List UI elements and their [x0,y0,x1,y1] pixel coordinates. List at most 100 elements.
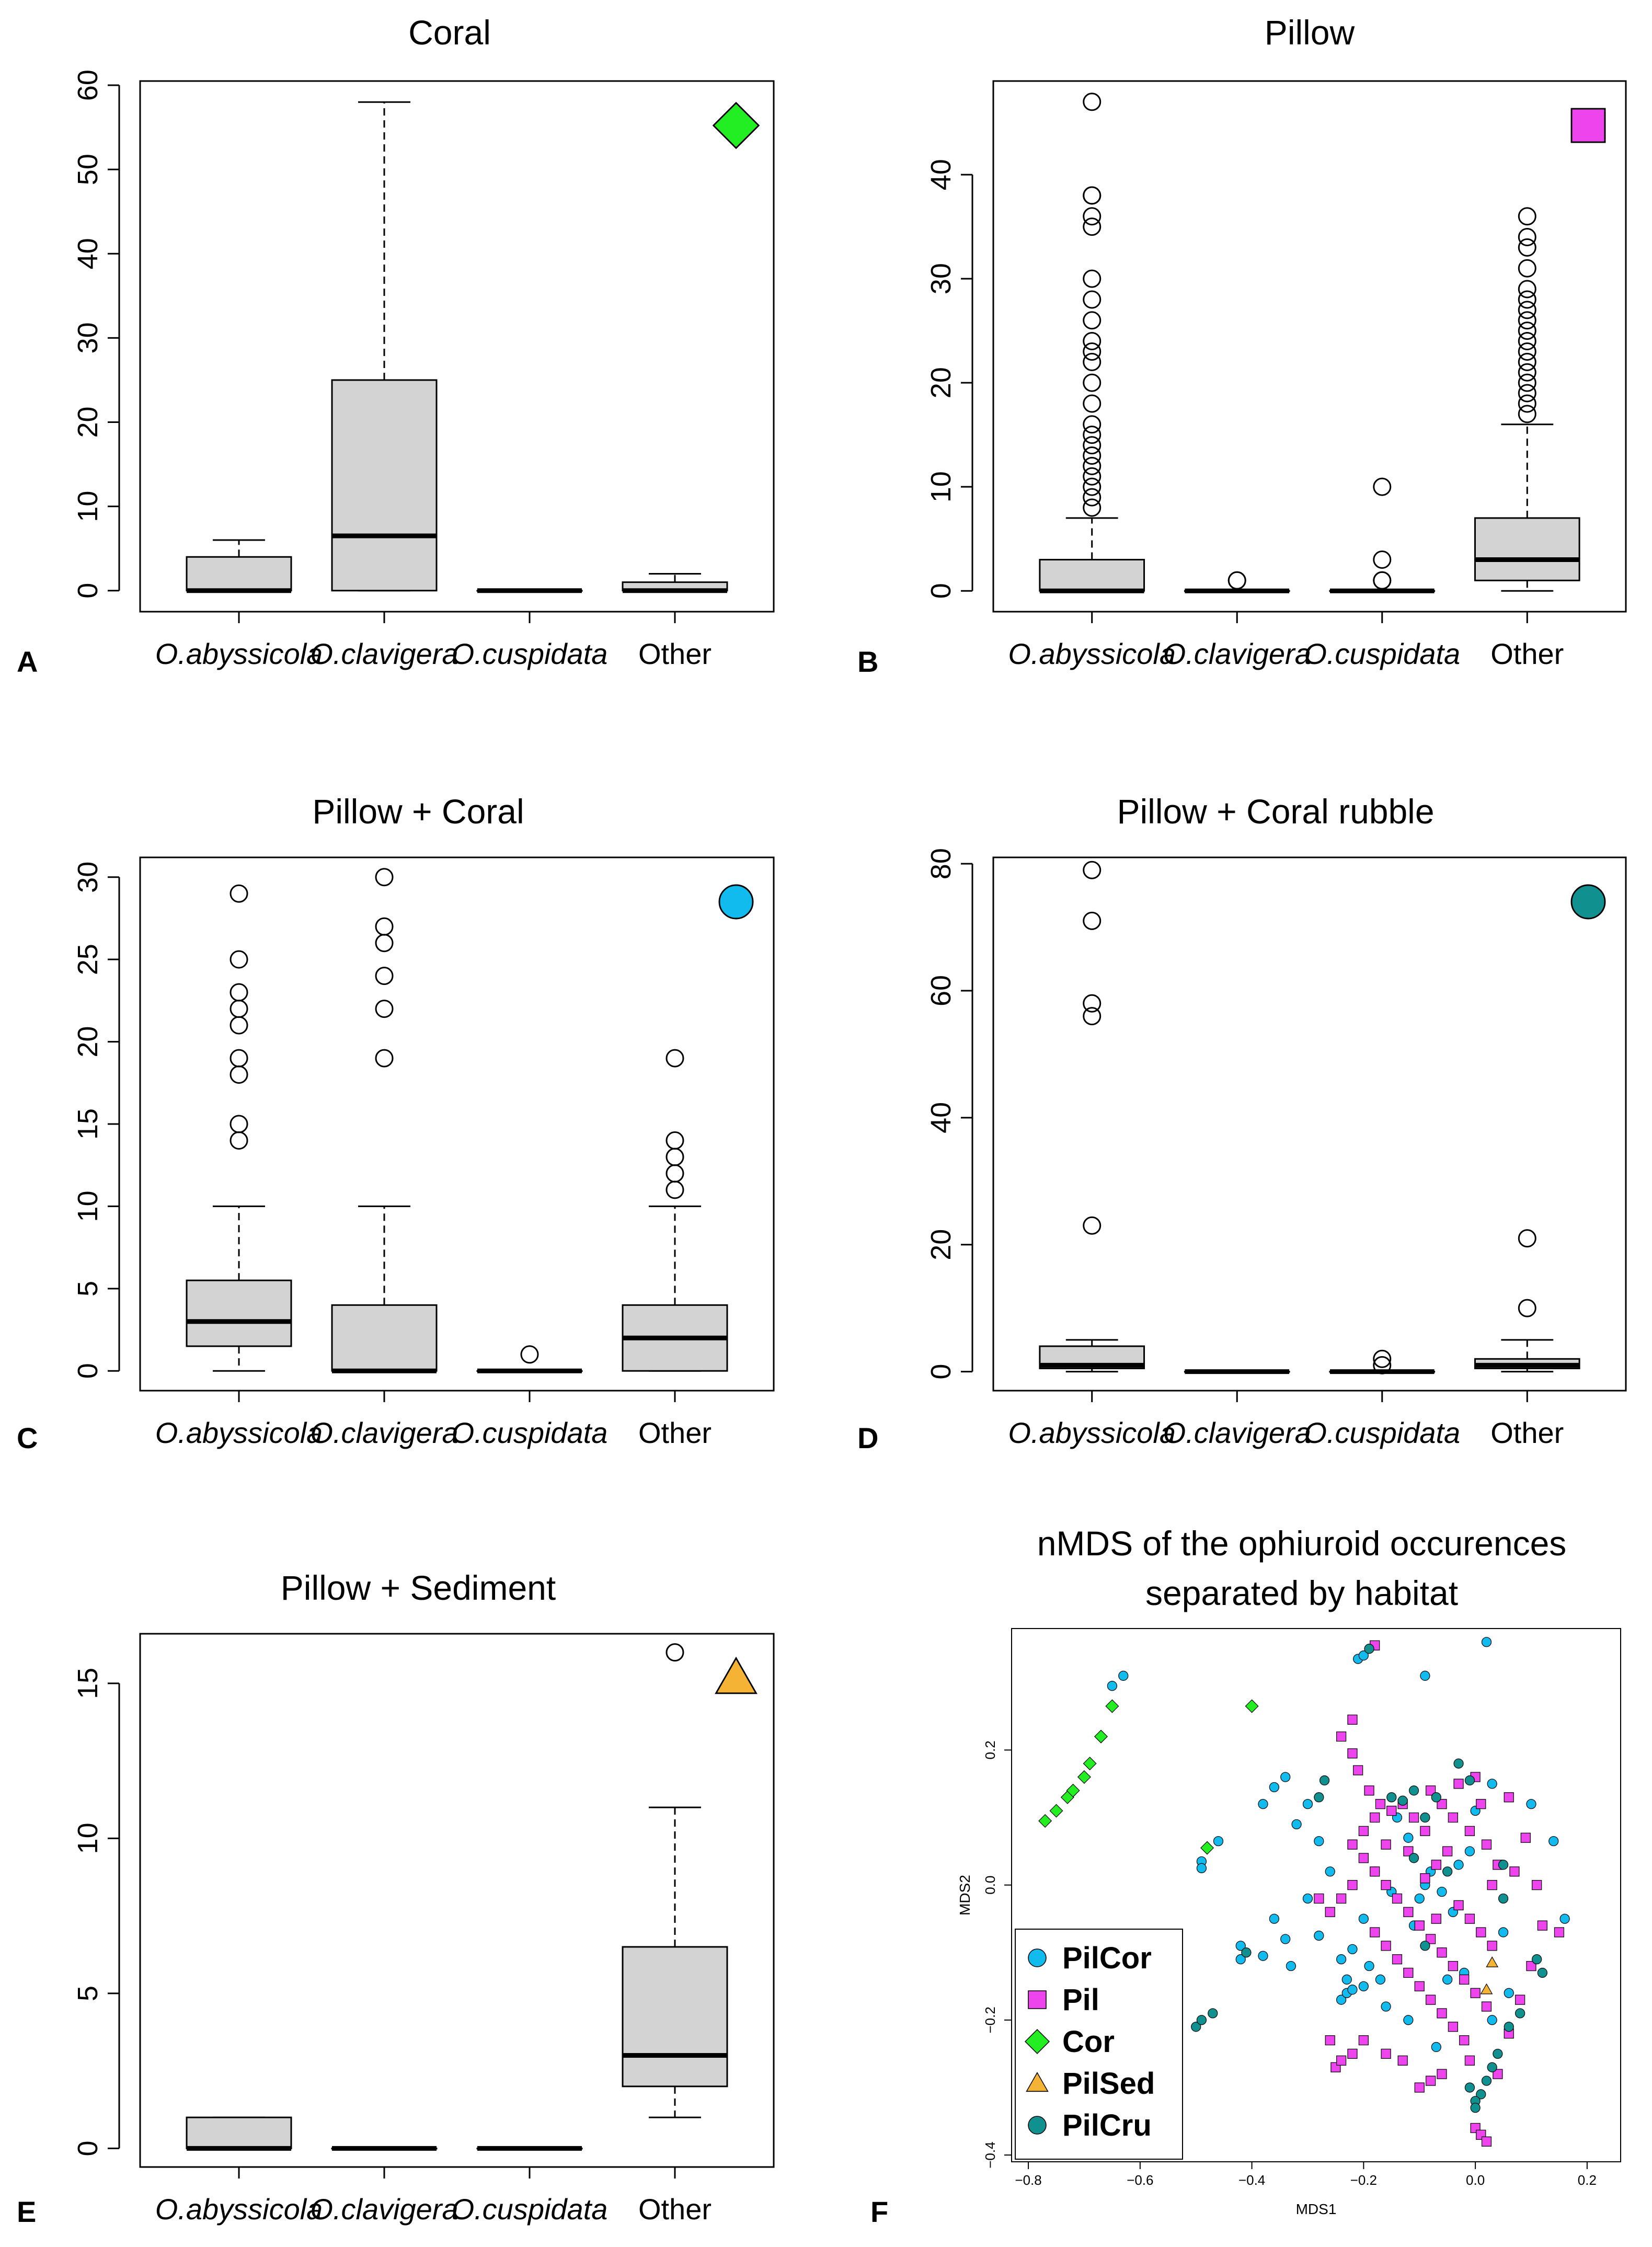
point-pil [1426,1934,1436,1944]
point-pilcor [1213,1836,1224,1847]
point-pilcru [1364,1644,1374,1654]
point-pilcru [1442,1866,1453,1877]
point-pil [1364,1785,1374,1796]
point-pilcru [1515,2008,1525,2019]
point-pil [1509,1866,1520,1877]
point-pil [1487,1941,1497,1951]
point-pil [1414,1981,1425,1991]
point-pilcor [1347,1944,1358,1954]
x-axis-label: MDS1 [1296,2201,1337,2217]
y-tick-label: 30 [72,322,104,353]
box [331,1304,438,1372]
point-pil [1442,1846,1453,1856]
point-pil [1347,2048,1358,2059]
panel-label-b: B [857,645,878,678]
y-tick-label: 60 [925,975,957,1006]
outlier-point [1083,93,1102,111]
point-pil [1476,1799,1486,1809]
y-tick-label: 60 [72,70,104,101]
point-pil [1493,2069,1503,2079]
point-pilcor [1302,1893,1313,1904]
panel-label-e: E [17,2195,36,2228]
x-tick-label: Other [1490,637,1564,670]
outlier-point [230,983,248,1002]
habitat-marker-diamond [712,101,760,150]
outlier-point [1518,322,1536,340]
plot-frame [139,856,775,1392]
point-pil [1459,1974,1470,1985]
point-pilcor [1314,1836,1324,1847]
point-pilcor [1403,2015,1414,2025]
point-pilcru [1464,1775,1475,1786]
outlier-point [1083,415,1102,434]
y-tick-label: 25 [72,944,104,975]
x-tick-label: 0.0 [1466,2172,1485,2188]
point-pilcru [1314,1792,1324,1803]
outlier-point [1518,1229,1536,1248]
point-pil [1554,1927,1565,1938]
y-tick-label: 40 [925,159,957,190]
outlier-point [1083,311,1102,330]
chart-title: Pillow + Coral rubble [1117,792,1434,831]
x-tick-label: O.clavigera [1163,637,1311,670]
x-tick-label: O.cuspidata [452,1416,608,1449]
outlier-point [1518,394,1536,413]
y-tick-label: 15 [72,1668,104,1699]
point-pil [1347,1880,1358,1890]
x-tick-label: O.cuspidata [1304,1416,1460,1449]
point-pilcor [1336,1954,1347,1965]
point-pil [1386,1806,1397,1816]
point-pilcor [1526,1799,1536,1809]
legend-label-pilsed: PilSed [1062,2067,1155,2101]
outlier-point [1373,477,1392,496]
y-tick-label: 0 [925,1364,957,1380]
y-tick-label: 40 [925,1102,957,1133]
point-pilcor [1258,1799,1268,1809]
y-tick-label: 5 [72,1281,104,1297]
y-tick-label: 20 [925,367,957,398]
point-pil [1431,1913,1441,1924]
panel-e: Pillow + Sediment 0 5 10 15 O.abyssicolaO.cla… [72,1568,775,2226]
box [186,1279,292,1347]
point-pil [1448,1961,1458,1971]
point-pilcor [1336,1994,1347,2005]
outlier-point [1083,290,1102,309]
y-tick-label: 20 [72,406,104,438]
point-pil [1403,1846,1414,1856]
plot-frame [139,80,775,613]
outlier-point [375,967,394,985]
point-pilcru [1408,1853,1419,1863]
y-tick-label: 20 [72,1026,104,1058]
outlier-point [1373,1356,1392,1374]
point-pil [1481,2136,1492,2147]
point-pilcor [1420,1670,1430,1681]
y-tick-label: 0 [72,1363,104,1379]
point-pilcru [1498,1860,1509,1870]
legend-swatch-pilcor [1028,1948,1047,1967]
outlier-point [1518,342,1536,361]
point-pil [1426,1994,1436,2005]
point-pilcor [1269,1913,1279,1924]
point-cor [1049,1804,1063,1818]
x-tick-label: −0.8 [1015,2172,1041,2188]
outlier-point [520,1345,539,1364]
point-pilcru [1319,1775,1330,1786]
point-pilcor [1375,1974,1386,1985]
chart-title: Pillow + Coral [312,792,524,831]
point-pilcru [1208,2008,1218,2019]
point-pil [1431,1860,1441,1870]
point-pilcru [1537,1967,1547,1978]
point-pil [1481,1839,1492,1850]
point-pilcru [1397,1795,1408,1806]
point-pil [1370,1866,1380,1877]
outlier-point [375,917,394,936]
outlier-point [1083,861,1102,879]
point-pil [1370,1927,1380,1938]
outlier-point [230,1000,248,1018]
point-pil [1325,2035,1335,2046]
point-pil [1392,1893,1403,1904]
outlier-point [1518,259,1536,278]
point-pil [1426,1785,1436,1796]
legend-label-pilcor: PilCor [1062,1941,1152,1975]
point-pil [1520,1832,1531,1843]
